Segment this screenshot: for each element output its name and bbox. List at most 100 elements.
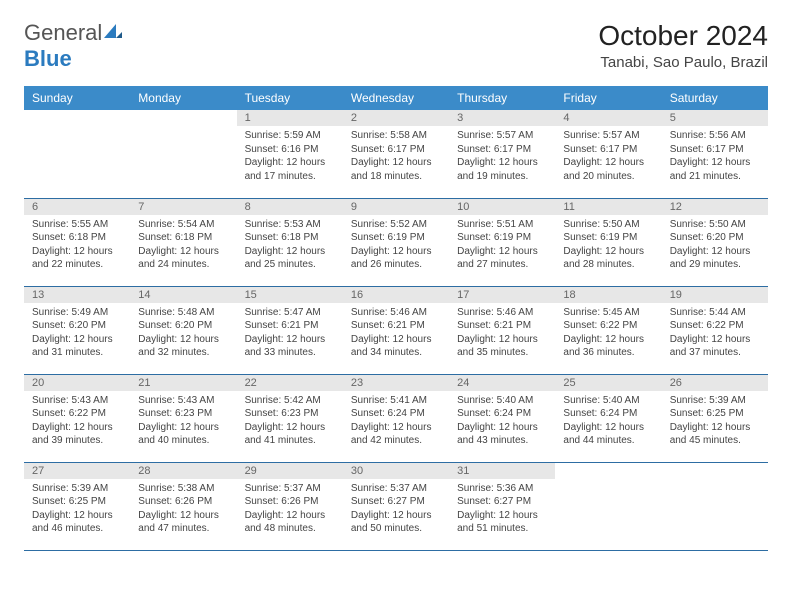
sail-icon (102, 20, 122, 46)
calendar-day-cell: 12Sunrise: 5:50 AMSunset: 6:20 PMDayligh… (662, 198, 768, 286)
brand-name-b: Blue (24, 46, 72, 71)
calendar-day-cell: . (130, 110, 236, 198)
calendar-day-cell: 19Sunrise: 5:44 AMSunset: 6:22 PMDayligh… (662, 286, 768, 374)
day-details: Sunrise: 5:41 AMSunset: 6:24 PMDaylight:… (343, 391, 449, 452)
day-sr: Sunrise: 5:46 AM (351, 306, 441, 320)
day-number: 24 (449, 375, 555, 391)
day-number: 14 (130, 287, 236, 303)
day-number: 10 (449, 199, 555, 215)
day-details: Sunrise: 5:59 AMSunset: 6:16 PMDaylight:… (237, 126, 343, 187)
day-details: Sunrise: 5:40 AMSunset: 6:24 PMDaylight:… (555, 391, 661, 452)
day-ss: Sunset: 6:20 PM (138, 319, 228, 333)
day-number: 18 (555, 287, 661, 303)
calendar-day-cell: 8Sunrise: 5:53 AMSunset: 6:18 PMDaylight… (237, 198, 343, 286)
day-dl: Daylight: 12 hours and 20 minutes. (563, 156, 653, 183)
day-sr: Sunrise: 5:52 AM (351, 218, 441, 232)
calendar-day-cell: 18Sunrise: 5:45 AMSunset: 6:22 PMDayligh… (555, 286, 661, 374)
day-sr: Sunrise: 5:37 AM (245, 482, 335, 496)
day-details: Sunrise: 5:38 AMSunset: 6:26 PMDaylight:… (130, 479, 236, 540)
day-dl: Daylight: 12 hours and 37 minutes. (670, 333, 760, 360)
weekday-header: Sunday (24, 86, 130, 110)
day-ss: Sunset: 6:25 PM (670, 407, 760, 421)
day-dl: Daylight: 12 hours and 47 minutes. (138, 509, 228, 536)
day-details: Sunrise: 5:42 AMSunset: 6:23 PMDaylight:… (237, 391, 343, 452)
calendar-week-row: 20 Sunrise: 5:43 AM Sunset: 6:22 PM Dayligh… (24, 374, 768, 462)
day-ss: Sunset: 6:26 PM (245, 495, 335, 509)
day-dl: Daylight: 12 hours and 46 minutes. (32, 509, 122, 536)
calendar-day-cell: 28Sunrise: 5:38 AMSunset: 6:26 PMDayligh… (130, 462, 236, 550)
day-dl: Daylight: 12 hours and 28 minutes. (563, 245, 653, 272)
day-number: 2 (343, 110, 449, 126)
day-details: Sunrise: 5:39 AMSunset: 6:25 PMDaylight:… (24, 479, 130, 540)
calendar-day-cell: 2Sunrise: 5:58 AMSunset: 6:17 PMDaylight… (343, 110, 449, 198)
calendar-day-cell: 23Sunrise: 5:41 AMSunset: 6:24 PMDayligh… (343, 374, 449, 462)
day-details: Sunrise: 5:37 AMSunset: 6:27 PMDaylight:… (343, 479, 449, 540)
day-ss: Sunset: 6:20 PM (670, 231, 760, 245)
day-details: Sunrise: 5:58 AMSunset: 6:17 PMDaylight:… (343, 126, 449, 187)
day-details: Sunrise: 5:46 AMSunset: 6:21 PMDaylight:… (449, 303, 555, 364)
day-number: 29 (237, 463, 343, 479)
day-ss: Sunset: 6:16 PM (245, 143, 335, 157)
day-ss: Sunset: 6:18 PM (32, 231, 122, 245)
calendar-day-cell: 1Sunrise: 5:59 AMSunset: 6:16 PMDaylight… (237, 110, 343, 198)
day-dl: Daylight: 12 hours and 43 minutes. (457, 421, 547, 448)
day-number: 26 (662, 375, 768, 391)
day-ss: Sunset: 6:27 PM (457, 495, 547, 509)
day-sr: Sunrise: 5:48 AM (138, 306, 228, 320)
calendar-table: SundayMondayTuesdayWednesdayThursdayFrid… (24, 86, 768, 551)
day-number: 1 (237, 110, 343, 126)
calendar-day-cell: 3Sunrise: 5:57 AMSunset: 6:17 PMDaylight… (449, 110, 555, 198)
day-ss: Sunset: 6:27 PM (351, 495, 441, 509)
calendar-week-row: ..1Sunrise: 5:59 AMSunset: 6:16 PMDaylig… (24, 110, 768, 198)
calendar-day-cell: . (24, 110, 130, 198)
day-dl: Daylight: 12 hours and 22 minutes. (32, 245, 122, 272)
calendar-day-cell: 11Sunrise: 5:50 AMSunset: 6:19 PMDayligh… (555, 198, 661, 286)
day-dl: Daylight: 12 hours and 44 minutes. (563, 421, 653, 448)
day-number: 21 (130, 375, 236, 391)
weekday-header: Wednesday (343, 86, 449, 110)
day-sr: Sunrise: 5:49 AM (32, 306, 122, 320)
day-number: 9 (343, 199, 449, 215)
day-dl: Daylight: 12 hours and 40 minutes. (138, 421, 228, 448)
day-number: 6 (24, 199, 130, 215)
day-sr: Sunrise: 5:43 AM (138, 394, 228, 408)
day-ss: Sunset: 6:23 PM (138, 407, 228, 421)
day-sr: Sunrise: 5:36 AM (457, 482, 547, 496)
day-number: 30 (343, 463, 449, 479)
day-number: 31 (449, 463, 555, 479)
day-dl: Daylight: 12 hours and 35 minutes. (457, 333, 547, 360)
day-number: 13 (24, 287, 130, 303)
calendar-day-cell: 7Sunrise: 5:54 AMSunset: 6:18 PMDaylight… (130, 198, 236, 286)
day-dl: Daylight: 12 hours and 24 minutes. (138, 245, 228, 272)
day-dl: Daylight: 12 hours and 34 minutes. (351, 333, 441, 360)
day-number: 3 (449, 110, 555, 126)
day-details: Sunrise: 5:47 AMSunset: 6:21 PMDaylight:… (237, 303, 343, 364)
month-title: October 2024 (598, 20, 768, 52)
day-details: Sunrise: 5:40 AMSunset: 6:24 PMDaylight:… (449, 391, 555, 452)
day-sr: Sunrise: 5:57 AM (457, 129, 547, 143)
day-number: 12 (662, 199, 768, 215)
calendar-day-cell: 30Sunrise: 5:37 AMSunset: 6:27 PMDayligh… (343, 462, 449, 550)
day-number: 23 (343, 375, 449, 391)
day-ss: Sunset: 6:19 PM (351, 231, 441, 245)
calendar-day-cell: 22Sunrise: 5:42 AMSunset: 6:23 PMDayligh… (237, 374, 343, 462)
day-sr: Sunrise: 5:54 AM (138, 218, 228, 232)
day-ss: Sunset: 6:21 PM (351, 319, 441, 333)
day-ss: Sunset: 6:24 PM (457, 407, 547, 421)
day-details: Sunrise: 5:50 AMSunset: 6:19 PMDaylight:… (555, 215, 661, 276)
day-number: 25 (555, 375, 661, 391)
day-sr: Sunrise: 5:55 AM (32, 218, 122, 232)
day-number: 20 (24, 375, 130, 391)
day-dl: Daylight: 12 hours and 32 minutes. (138, 333, 228, 360)
page-header: General Blue October 2024 Tanabi, Sao Pa… (24, 20, 768, 72)
calendar-day-cell: 29Sunrise: 5:37 AMSunset: 6:26 PMDayligh… (237, 462, 343, 550)
calendar-day-cell: 17Sunrise: 5:46 AMSunset: 6:21 PMDayligh… (449, 286, 555, 374)
calendar-day-cell: 10Sunrise: 5:51 AMSunset: 6:19 PMDayligh… (449, 198, 555, 286)
day-ss: Sunset: 6:25 PM (32, 495, 122, 509)
day-ss: Sunset: 6:17 PM (457, 143, 547, 157)
day-number: 17 (449, 287, 555, 303)
day-sr: Sunrise: 5:40 AM (457, 394, 547, 408)
day-details: Sunrise: 5:56 AMSunset: 6:17 PMDaylight:… (662, 126, 768, 187)
calendar-day-cell: 4Sunrise: 5:57 AMSunset: 6:17 PMDaylight… (555, 110, 661, 198)
day-ss: Sunset: 6:22 PM (32, 407, 122, 421)
